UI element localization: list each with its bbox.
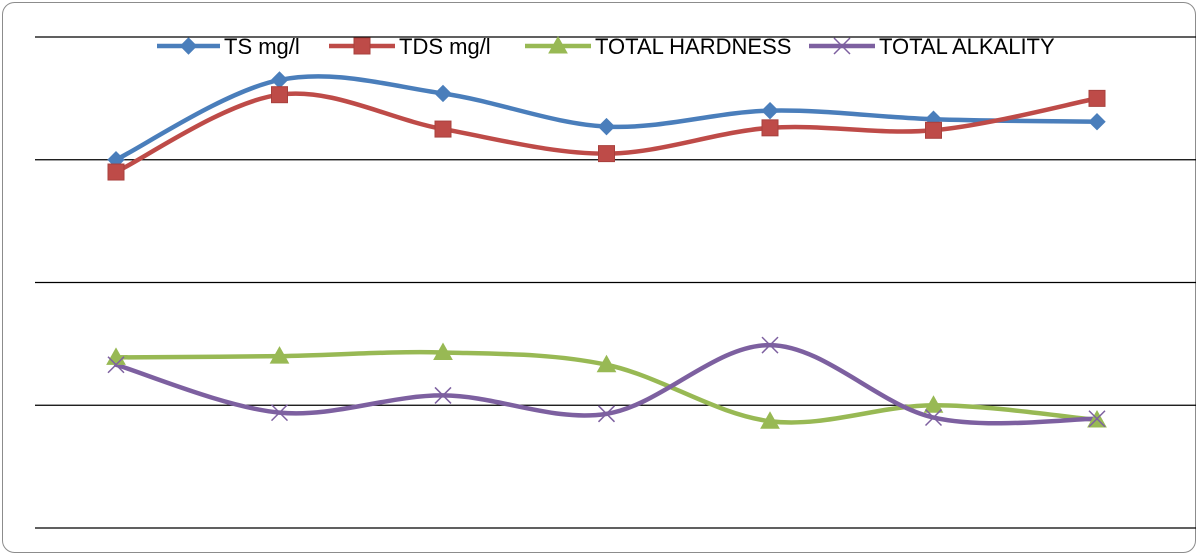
point-s3-2 — [434, 386, 452, 404]
legend-marker-2 — [548, 35, 568, 54]
point-s0-4 — [761, 101, 779, 120]
point-s0-6 — [1088, 112, 1106, 131]
point-s3-0 — [107, 356, 125, 374]
point-s2-5 — [923, 395, 944, 413]
legend: TS mg/l TDS mg/l TOTAL HARDNESS TOTAL ALKAL… — [157, 34, 1055, 59]
point-s1-4 — [761, 119, 779, 137]
legend-marker-1 — [353, 37, 371, 55]
legend-marker-3 — [833, 37, 851, 55]
point-s3-5 — [924, 408, 943, 427]
point-s1-2 — [434, 120, 452, 138]
point-s1-1 — [271, 86, 288, 104]
point-s2-4 — [760, 411, 780, 429]
point-s0-3 — [597, 117, 616, 136]
point-s2-2 — [433, 342, 453, 360]
point-s3-1 — [270, 404, 289, 422]
point-s3-6 — [1088, 410, 1106, 428]
legend-label-0: TS mg/l — [224, 34, 300, 59]
point-s1-6 — [1088, 89, 1106, 107]
point-s2-1 — [269, 346, 290, 364]
point-s3-4 — [761, 336, 779, 354]
legend-label-3: TOTAL ALKALITY — [879, 34, 1055, 59]
legend-label-2: TOTAL HARDNESS — [595, 34, 791, 59]
point-s1-3 — [598, 145, 615, 163]
point-s1-5 — [925, 121, 942, 139]
legend-label-1: TDS mg/l — [399, 34, 491, 59]
series-markers — [106, 71, 1107, 429]
point-s0-2 — [434, 84, 452, 103]
gridlines — [35, 36, 1196, 529]
point-s1-0 — [107, 163, 125, 181]
point-s3-3 — [597, 405, 616, 423]
legend-marker-0 — [179, 37, 198, 55]
point-s2-3 — [596, 354, 617, 373]
